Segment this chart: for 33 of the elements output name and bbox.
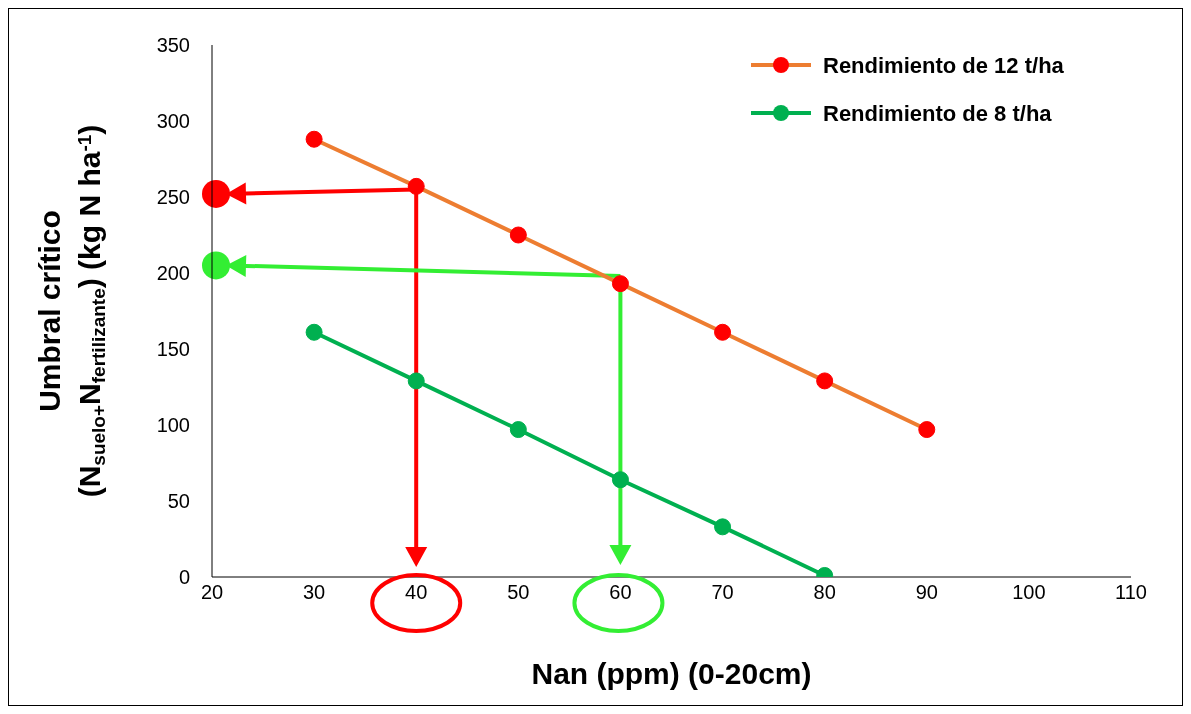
point [714, 518, 732, 536]
point [611, 471, 629, 489]
point [714, 323, 732, 341]
point [509, 226, 527, 244]
x-tick-label: 100 [1012, 581, 1046, 604]
x-tick-label: 70 [711, 581, 734, 604]
point [305, 323, 323, 341]
point [509, 421, 527, 439]
legend-label: Rendimiento de 12 t/ha [823, 53, 1065, 78]
y-tick-label: 250 [156, 186, 190, 209]
y-tick-label: 350 [156, 34, 190, 57]
y-tick-label: 300 [156, 110, 190, 133]
y-tick-label: 0 [178, 566, 190, 589]
y-tick-label: 50 [167, 490, 190, 513]
y-tick-label: 200 [156, 262, 190, 285]
point [611, 275, 629, 293]
x-tick-label: 90 [915, 581, 938, 604]
x-axis-title: Nan (ppm) (0-20cm) [531, 657, 812, 690]
point [407, 372, 425, 390]
x-tick-label: 50 [507, 581, 530, 604]
x-tick-label: 40 [405, 581, 428, 604]
x-tick-label: 20 [200, 581, 224, 604]
point [407, 177, 425, 195]
y-tick-label: 100 [156, 414, 190, 437]
x-tick-label: 30 [302, 581, 326, 604]
point [305, 130, 323, 148]
x-tick-label: 60 [609, 581, 632, 604]
y-tick-label: 150 [156, 338, 190, 361]
x-tick-label: 80 [813, 581, 836, 604]
point [816, 372, 834, 390]
legend-label: Rendimiento de 8 t/ha [823, 101, 1053, 126]
x-tick-label: 110 [1115, 581, 1147, 604]
point [918, 421, 936, 439]
